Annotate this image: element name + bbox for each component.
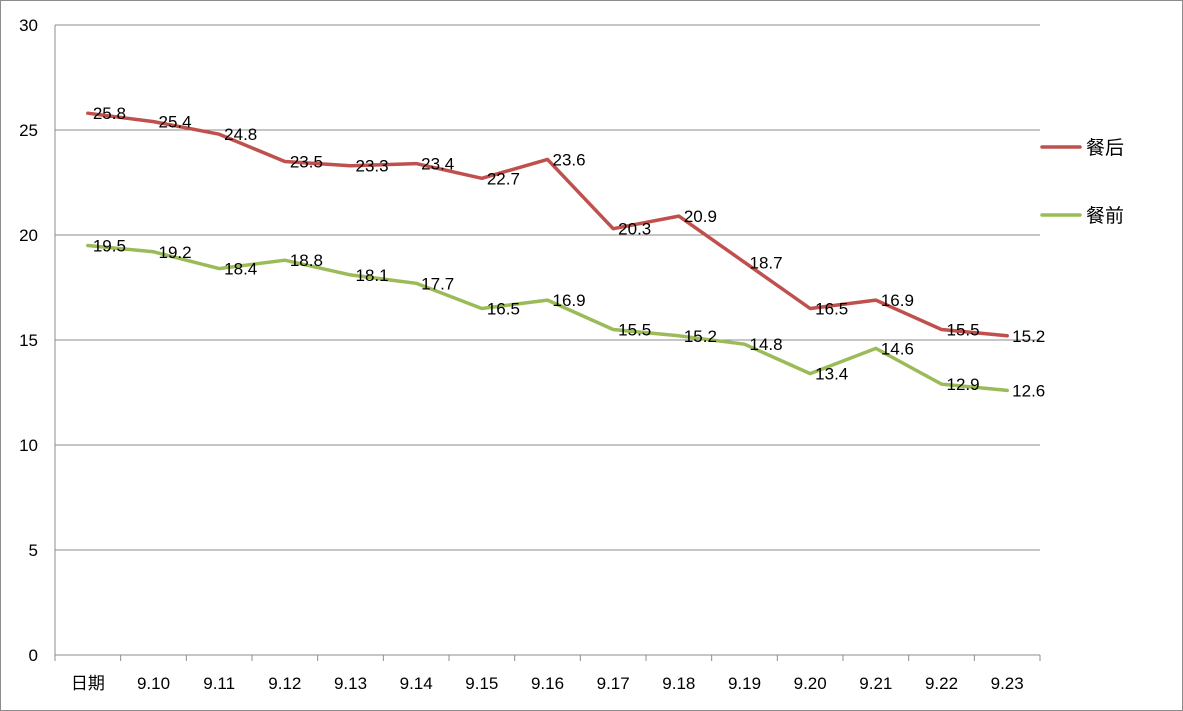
data-label: 19.2 <box>159 243 192 262</box>
data-label: 15.5 <box>618 321 651 340</box>
data-label: 16.9 <box>553 291 586 310</box>
x-tick-label: 9.17 <box>597 674 630 693</box>
x-tick-label: 9.11 <box>203 674 235 693</box>
data-label: 13.4 <box>815 365 848 384</box>
y-tick-label: 15 <box>19 331 38 350</box>
x-tick-label: 日期 <box>71 674 105 693</box>
data-label: 19.5 <box>93 237 126 256</box>
data-label: 23.6 <box>553 150 586 169</box>
x-tick-label: 9.21 <box>859 674 892 693</box>
data-label: 23.4 <box>421 155 454 174</box>
x-tick-label: 9.12 <box>268 674 301 693</box>
data-label: 14.8 <box>750 335 783 354</box>
data-label: 18.7 <box>750 253 783 272</box>
y-tick-label: 25 <box>19 121 38 140</box>
data-label: 12.9 <box>947 375 980 394</box>
y-tick-label: 30 <box>19 16 38 35</box>
data-label: 15.5 <box>947 321 980 340</box>
data-label: 25.4 <box>159 113 192 132</box>
legend-label: 餐前 <box>1086 205 1124 227</box>
data-label: 16.5 <box>487 300 520 319</box>
legend-label: 餐后 <box>1086 137 1124 159</box>
series-line-1 <box>86 111 1009 338</box>
data-label: 18.8 <box>290 251 323 270</box>
y-tick-label: 20 <box>19 226 38 245</box>
data-label: 15.2 <box>1012 327 1045 346</box>
data-label: 23.5 <box>290 153 323 172</box>
data-label: 16.5 <box>815 300 848 319</box>
x-tick-label: 9.18 <box>662 674 695 693</box>
data-label: 25.8 <box>93 104 126 123</box>
data-label: 16.9 <box>881 291 914 310</box>
y-tick-label: 5 <box>29 541 38 560</box>
data-label: 17.7 <box>421 274 454 293</box>
data-label: 18.1 <box>356 266 389 285</box>
x-tick-label: 9.15 <box>465 674 498 693</box>
x-tick-label: 9.19 <box>728 674 761 693</box>
data-label: 23.3 <box>356 157 389 176</box>
data-label: 24.8 <box>224 125 257 144</box>
data-label: 12.6 <box>1012 381 1045 400</box>
data-label: 22.7 <box>487 169 520 188</box>
data-label: 14.6 <box>881 339 914 358</box>
x-tick-label: 9.13 <box>334 674 367 693</box>
data-label: 20.9 <box>684 207 717 226</box>
x-tick-label: 9.10 <box>137 674 170 693</box>
x-tick-label: 9.14 <box>400 674 433 693</box>
y-tick-label: 10 <box>19 436 38 455</box>
data-label: 18.4 <box>224 260 257 279</box>
x-tick-label: 9.20 <box>794 674 827 693</box>
x-tick-label: 9.22 <box>925 674 958 693</box>
data-label: 15.2 <box>684 327 717 346</box>
y-tick-label: 0 <box>29 646 38 665</box>
series-line-2 <box>86 243 1009 393</box>
data-label: 20.3 <box>618 220 651 239</box>
x-tick-label: 9.23 <box>991 674 1024 693</box>
x-tick-label: 9.16 <box>531 674 564 693</box>
